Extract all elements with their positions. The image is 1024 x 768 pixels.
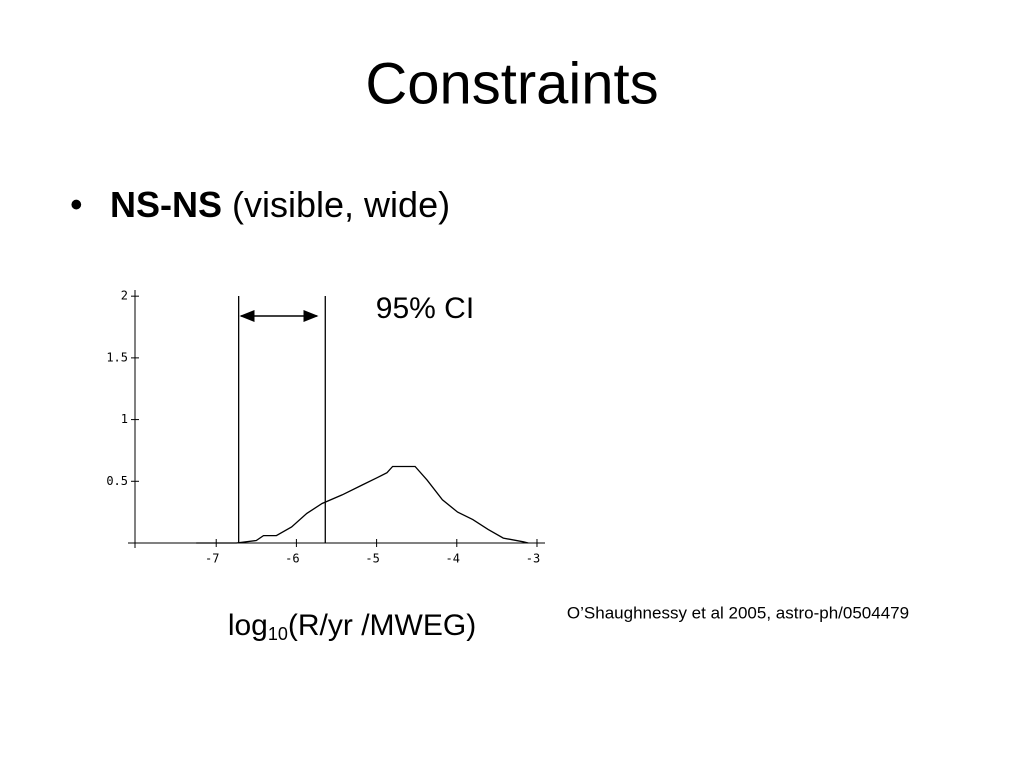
bullet: • NS-NS (visible, wide) [70,184,450,225]
source: O’Shaughnessy et al 2005, astro-ph/05044… [567,603,909,622]
x-tick-label: -6 [285,552,299,566]
y-tick-label: 2 [121,289,128,303]
y-tick-label: 1 [121,412,128,426]
bullet-text: (visible, wide) [232,184,450,225]
x-label-rest: (R/yr /MWEG) [288,609,476,642]
x-tick-label: -7 [205,552,219,566]
x-tick-label: -5 [365,552,379,566]
x-label-base: log [228,609,268,642]
x-tick-label: -3 [526,552,540,566]
x-label-subscript: 10 [268,624,288,644]
x-axis-label: log10(R/yr /MWEG) [228,609,476,644]
y-tick-label: 0.5 [106,474,128,488]
ci-annotation: 95% CI [376,292,474,325]
density-line [196,465,529,544]
bullet-bold: NS-NS [110,184,222,225]
x-tick-label: -4 [446,552,460,566]
slide-title: Constraints [365,51,658,116]
y-tick-label: 1.5 [106,350,128,364]
